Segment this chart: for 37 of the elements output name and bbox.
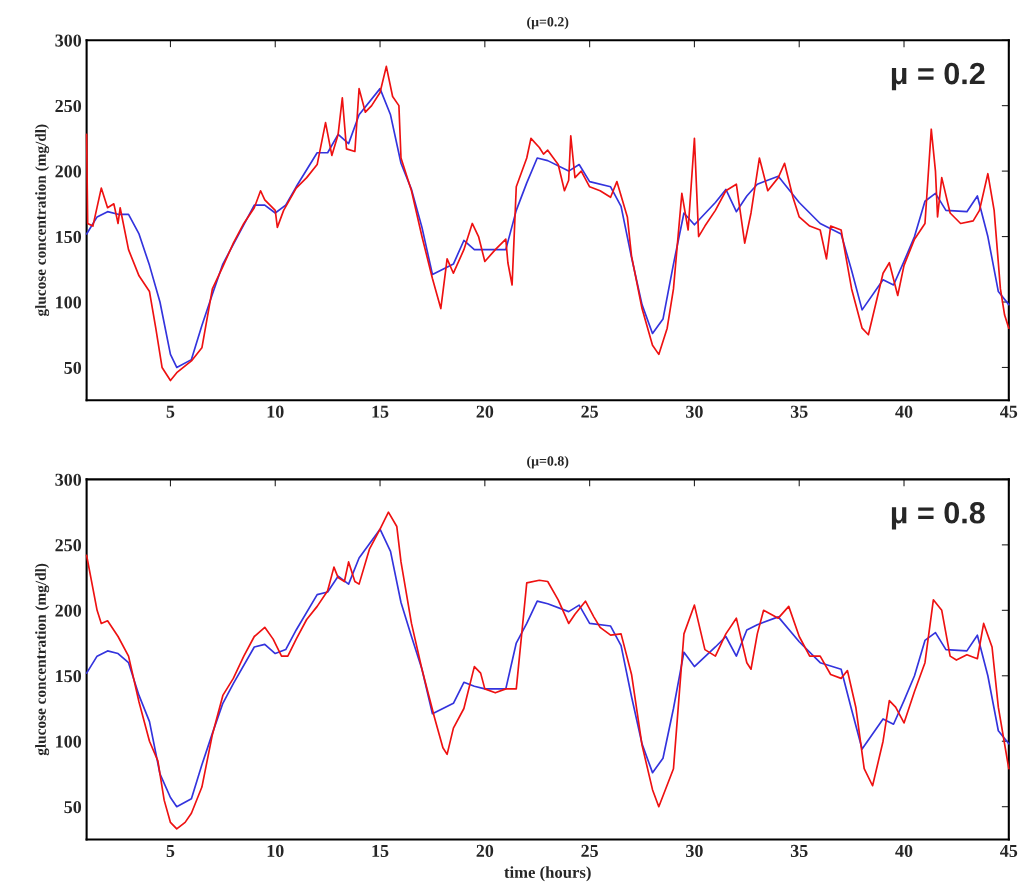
annotation: μ = 0.8: [891, 501, 985, 530]
x-tick-label: 45: [1000, 405, 1018, 418]
x-tick-label: 35: [790, 844, 808, 857]
x-tick-label: 10: [267, 405, 284, 418]
x-tick-label: 15: [372, 405, 389, 418]
y-tick-label: 50: [64, 800, 82, 814]
y-tick-label: 200: [55, 165, 82, 178]
y-axis-title: glucose concentration (mg/dl): [35, 563, 50, 756]
y-tick-label: 150: [56, 230, 82, 243]
y-tick-label: 300: [55, 473, 82, 486]
x-tick-label: 45: [1000, 844, 1018, 857]
x-tick-label: 25: [581, 844, 598, 857]
x-tick-label: 20: [476, 405, 494, 418]
x-tick-label: 20: [476, 844, 494, 857]
y-tick-label: 250: [55, 99, 82, 113]
x-tick-label: 25: [581, 405, 598, 418]
x-tick-label: 40: [895, 844, 913, 857]
y-axis-title: glucose concentration (mg/dl): [35, 124, 50, 317]
x-tick-label: 30: [686, 844, 703, 857]
y-tick-label: 150: [56, 670, 82, 683]
x-tick-label: 30: [686, 405, 703, 418]
x-tick-label: 10: [267, 844, 284, 857]
y-tick-label: 300: [55, 34, 82, 47]
x-tick-label: 15: [372, 844, 389, 857]
chart-title: (μ=0.8): [527, 455, 569, 469]
y-tick-label: 200: [55, 604, 82, 617]
x-tick-label: 40: [895, 405, 913, 418]
y-tick-label: 100: [56, 296, 82, 309]
annotation: μ = 0.2: [891, 62, 985, 91]
y-tick-label: 50: [64, 361, 82, 374]
chart-title: (μ=0.2): [527, 16, 569, 30]
y-tick-label: 100: [56, 735, 82, 748]
x-tick-label: 35: [790, 405, 808, 418]
x-tick-label: 5: [166, 844, 175, 857]
x-axis-title: time (hours): [504, 866, 591, 882]
y-tick-label: 250: [55, 539, 82, 552]
x-tick-label: 5: [166, 405, 175, 418]
